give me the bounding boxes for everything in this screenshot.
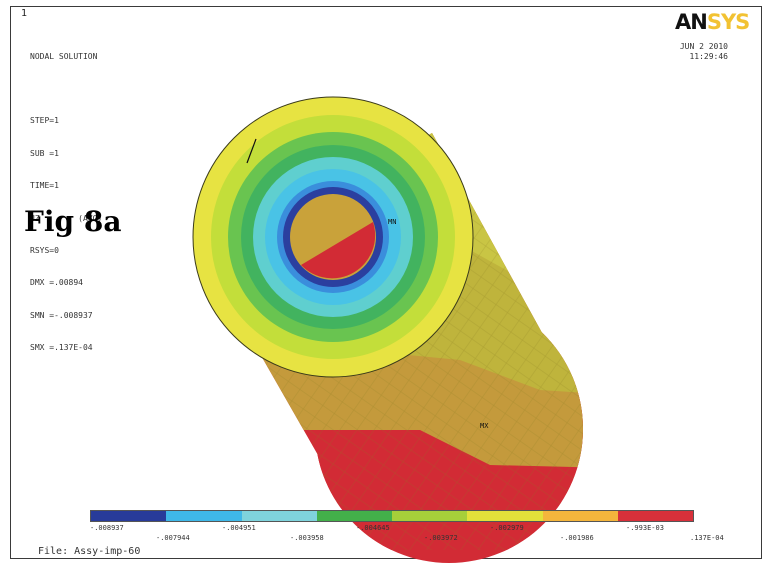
legend-label-bottom-4: -.001986 <box>560 534 594 542</box>
legend-label-top-4: -.002979 <box>490 524 524 532</box>
timestamp: JUN 2 2010 11:29:46 <box>638 42 728 62</box>
info-line-step: STEP=1 <box>30 116 59 126</box>
legend-band-7 <box>542 511 618 521</box>
date-text: JUN 2 2010 <box>679 42 728 51</box>
legend-label-bottom-5: .137E-04 <box>690 534 724 542</box>
info-line-rsys: RSYS=0 <box>30 245 59 255</box>
legend-label-top-5: -.993E-03 <box>626 524 664 532</box>
legend-label-top-2: -.004951 <box>222 524 256 532</box>
legend-band-1 <box>91 511 167 521</box>
info-line-title: NODAL SOLUTION <box>30 51 98 61</box>
info-line-smn: SMN =-.008937 <box>30 310 93 320</box>
figure-label: Fig 8a <box>24 205 122 238</box>
front-cap <box>192 96 474 378</box>
info-line-time: TIME=1 <box>30 181 59 191</box>
legend-label-top-1: -.008937 <box>90 524 124 532</box>
legend-band-5 <box>392 511 468 521</box>
node-marker-line <box>246 138 257 164</box>
contour-legend-bar <box>90 510 694 522</box>
legend-band-4 <box>316 511 392 521</box>
file-label: File: Assy-imp-60 <box>38 546 141 557</box>
info-line-sub: SUB =1 <box>30 148 59 158</box>
ansys-logo: ANSYS <box>675 10 750 34</box>
legend-label-bottom-1: -.007944 <box>156 534 190 542</box>
mn-marker: MN <box>388 218 396 226</box>
legend-band-8 <box>617 511 693 521</box>
legend-band-2 <box>166 511 242 521</box>
legend-label-bottom-2: -.003958 <box>290 534 324 542</box>
info-line-result: UZ (AVG) <box>30 213 103 223</box>
window-number: 1 <box>21 8 28 19</box>
legend-label-bottom-3: -.003972 <box>424 534 458 542</box>
legend-band-6 <box>467 511 543 521</box>
info-line-dmx: DMX =.00894 <box>30 278 83 288</box>
time-text: 11:29:46 <box>689 52 728 61</box>
solution-info-block: NODAL SOLUTION STEP=1 SUB =1 TIME=1 UZ (… <box>30 30 102 365</box>
mx-marker: MX <box>480 422 489 430</box>
legend-label-top-3: -.004645 <box>356 524 390 532</box>
info-line-smx: SMX =.137E-04 <box>30 343 93 353</box>
legend-band-3 <box>241 511 317 521</box>
